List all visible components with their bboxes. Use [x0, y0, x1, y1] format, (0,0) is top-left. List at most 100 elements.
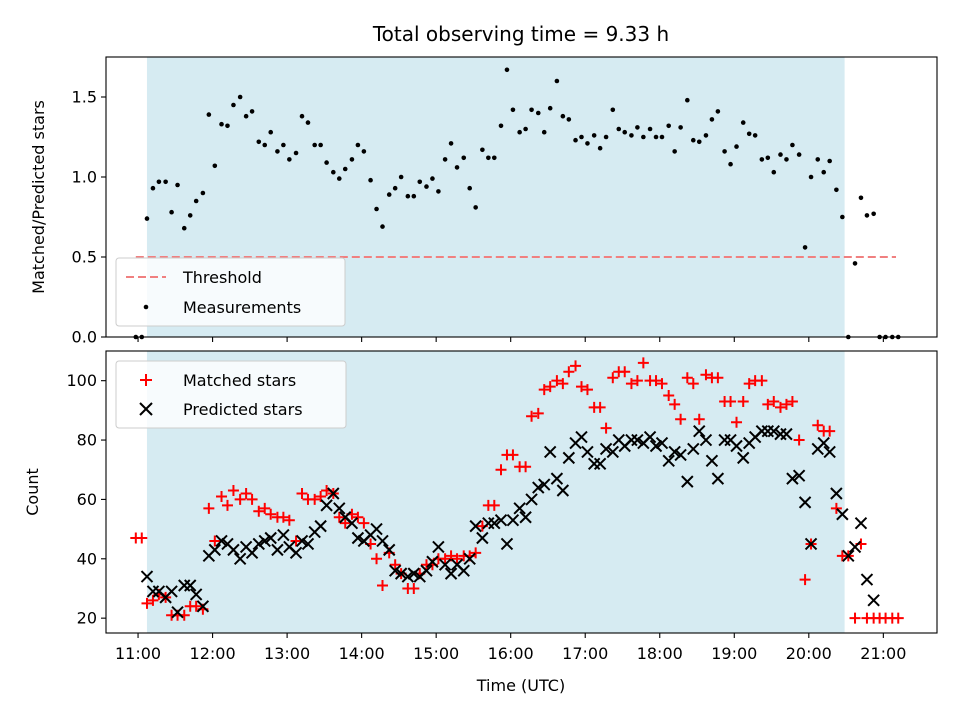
predicted-point — [532, 481, 545, 494]
predicted-point — [165, 585, 178, 598]
measurement-point — [436, 189, 441, 194]
measurement-point — [659, 134, 665, 140]
matched-point — [830, 502, 842, 514]
matched-point — [333, 511, 345, 523]
predicted-point — [258, 534, 271, 548]
measurement-point — [156, 179, 162, 185]
matched-point — [656, 378, 668, 390]
top-y-tick-label: 0.0 — [72, 328, 97, 347]
measurement-point — [834, 187, 839, 193]
measurement-point — [243, 113, 249, 119]
top-y-tick-label: 1.0 — [72, 168, 97, 187]
measurement-point — [808, 174, 814, 180]
top-panel: 0.0 0.5 1.0 1.5 Matched/Predicted stars Thr… — [29, 56, 938, 347]
predicted-point — [401, 570, 415, 583]
predicted-legend-marker — [139, 402, 153, 416]
bottom-y-label: Count — [23, 468, 42, 516]
figure-title: Total observing time = 9.33 h — [372, 22, 669, 46]
bottom-y-tick-label: 80 — [77, 431, 97, 450]
matched-point — [563, 366, 575, 378]
matched-point — [495, 464, 507, 476]
predicted-point — [488, 516, 501, 530]
matched-point — [849, 612, 861, 624]
measurement-point — [560, 113, 566, 119]
predicted-point — [705, 454, 719, 468]
measurements-legend-label: Measurements — [183, 298, 301, 317]
predicted-point — [215, 534, 228, 548]
predicted-point — [469, 519, 482, 533]
bottom-y-tick-label: 20 — [77, 609, 97, 628]
matched-point — [663, 390, 675, 402]
measurement-point — [206, 112, 212, 117]
matched-point — [570, 360, 582, 372]
measurement-point — [591, 133, 597, 138]
predicted-point — [171, 606, 184, 619]
predicted-point — [233, 552, 247, 565]
measurement-point — [275, 149, 280, 154]
matched-point — [743, 378, 755, 390]
measurement-point — [715, 109, 721, 114]
measurement-point — [349, 157, 355, 162]
predicted-point — [525, 493, 538, 506]
measurement-point — [541, 129, 547, 135]
measurement-point — [852, 261, 858, 266]
matched-point — [253, 505, 265, 517]
predicted-point — [562, 451, 576, 465]
matched-point — [669, 398, 681, 410]
measurement-point — [840, 214, 845, 220]
predicted-point — [208, 543, 222, 557]
matched-point — [762, 398, 774, 410]
matched-point — [768, 395, 780, 407]
matched-point — [551, 375, 563, 387]
measurement-point — [827, 158, 832, 164]
measurement-point — [237, 94, 243, 100]
matched-point — [445, 550, 457, 562]
matched-point — [731, 416, 743, 428]
predicted-point — [867, 594, 880, 607]
measurement-point — [647, 126, 653, 132]
matched-point — [339, 517, 351, 529]
measurement-point — [256, 139, 262, 145]
measurement-point — [678, 125, 683, 130]
matched-point — [315, 490, 327, 502]
measurement-point — [442, 157, 448, 162]
matched-point — [259, 502, 271, 514]
measurement-point — [212, 163, 218, 169]
predicted-point — [314, 519, 327, 533]
measurement-point — [759, 157, 765, 162]
measurement-point — [398, 174, 404, 180]
predicted-point — [351, 531, 365, 545]
matched-point — [650, 375, 662, 387]
predicted-point — [842, 549, 855, 563]
measurement-point — [703, 133, 709, 138]
measurement-point — [573, 137, 578, 143]
matched-point — [141, 597, 153, 609]
measurement-point — [585, 141, 590, 146]
measurement-point — [424, 184, 429, 189]
matched-point — [799, 574, 811, 586]
bottom-legend-box — [115, 360, 347, 429]
measurement-point — [790, 142, 795, 148]
predicted-point — [830, 487, 843, 500]
measurement-point — [653, 134, 659, 140]
matched-point — [227, 485, 239, 497]
measurement-point — [491, 155, 497, 161]
predicted-point — [227, 543, 240, 557]
predicted-point — [836, 508, 849, 521]
measurement-point — [579, 134, 584, 140]
predicted-point — [804, 537, 818, 551]
predicted-point — [662, 454, 675, 468]
measurement-point — [629, 133, 634, 138]
matched-point — [470, 547, 482, 559]
measurement-point — [641, 134, 646, 140]
matched-point — [451, 553, 463, 565]
measurement-point — [200, 190, 206, 196]
predicted-point — [184, 579, 197, 592]
predicted-point — [737, 451, 750, 465]
top-legend-box — [115, 257, 346, 327]
matched-point — [290, 535, 302, 547]
measurement-point — [597, 145, 603, 151]
measurement-point — [305, 120, 311, 125]
measurement-point — [672, 149, 677, 154]
bottom-y-tick-label: 100 — [66, 371, 97, 390]
